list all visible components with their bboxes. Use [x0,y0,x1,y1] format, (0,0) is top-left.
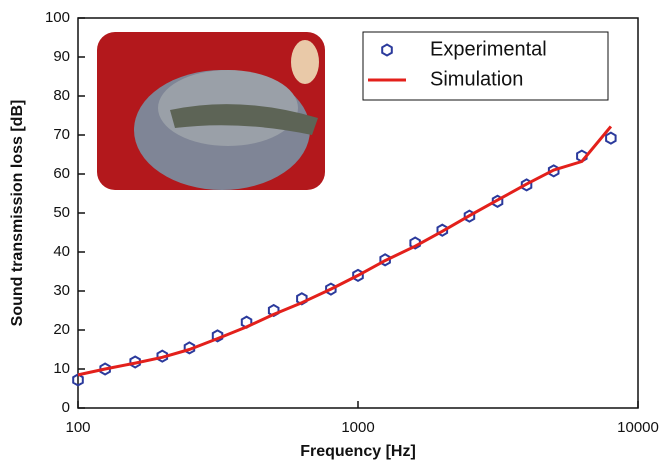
photo-finger [291,40,319,84]
chart: Frequency [Hz] Sound transmission loss [… [0,0,663,464]
legend-label: Simulation [430,68,523,90]
y-tick-label: 50 [53,204,70,221]
x-tick-label: 100 [65,419,90,436]
x-tick-label: 10000 [617,419,659,436]
y-tick-label: 70 [53,126,70,143]
y-tick-label: 40 [53,243,70,260]
x-tick-label: 1000 [341,419,374,436]
inset-photo [97,32,325,190]
y-tick-label: 20 [53,321,70,338]
y-axis-title: Sound transmission loss [dB] [9,100,26,327]
y-tick-label: 30 [53,282,70,299]
y-tick-label: 0 [62,399,70,416]
y-tick-label: 10 [53,360,70,377]
x-axis-title: Frequency [Hz] [300,443,416,460]
data-point [606,133,616,144]
page: {"chart_data": { "type": "line", "xlabel… [0,0,663,464]
y-tick-label: 90 [53,48,70,65]
legend-label: Experimental [430,38,547,60]
y-tick-label: 60 [53,165,70,182]
y-tick-label: 100 [45,9,70,26]
y-tick-label: 80 [53,87,70,104]
